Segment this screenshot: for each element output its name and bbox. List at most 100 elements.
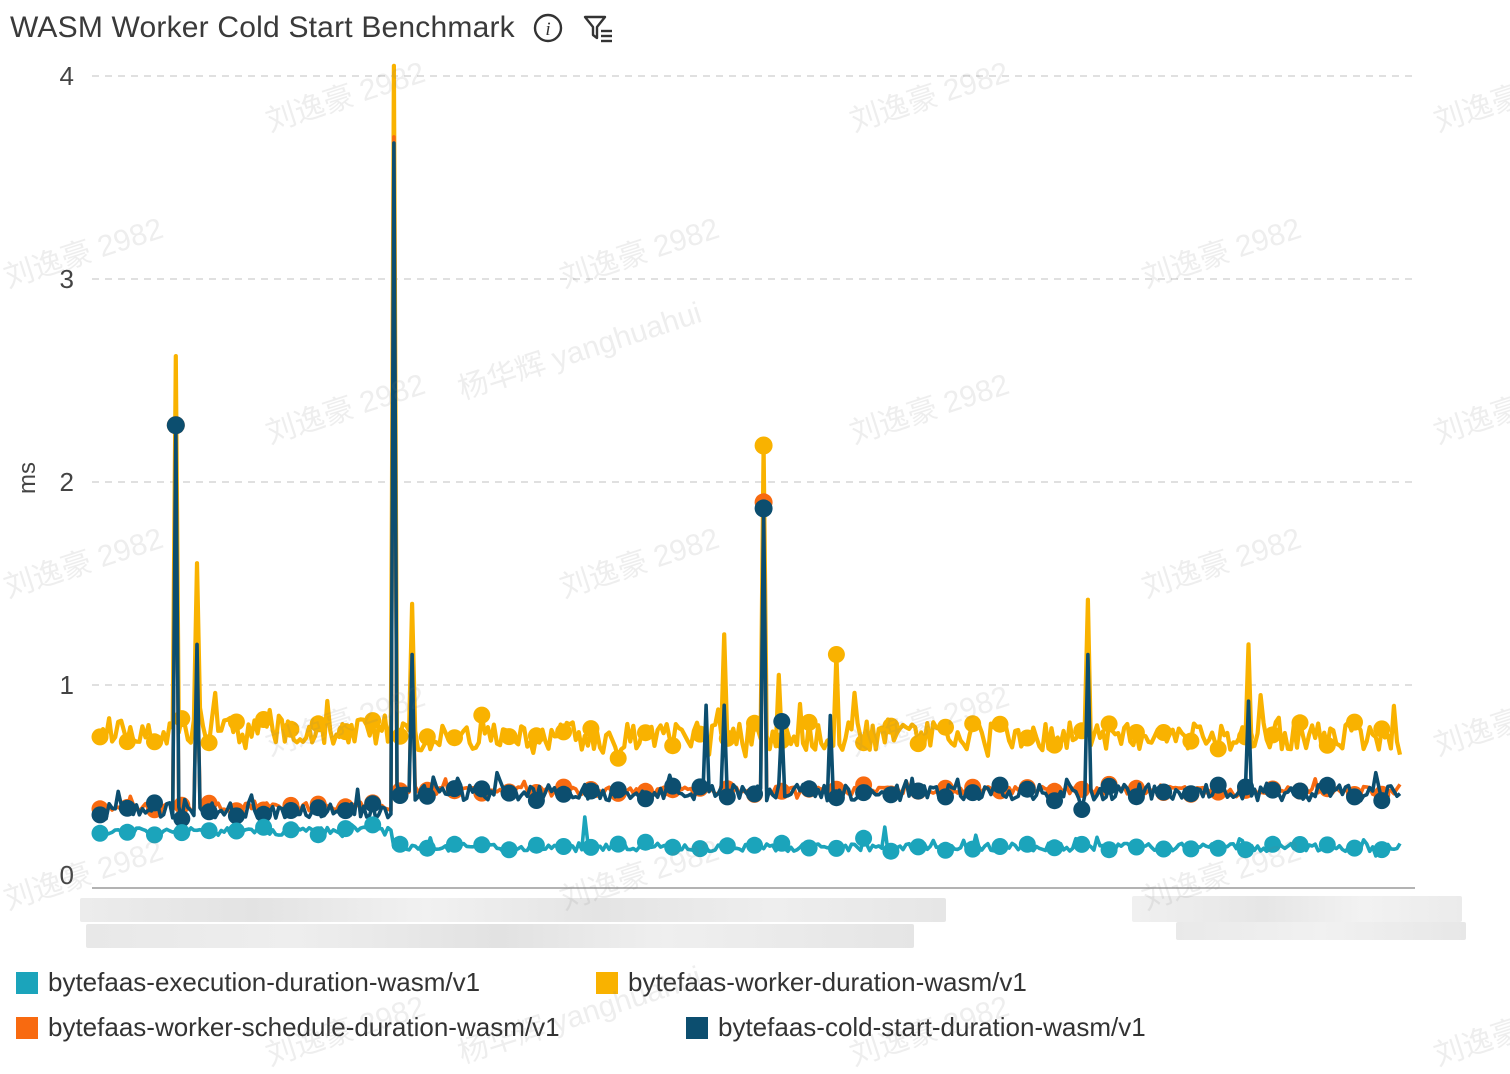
data-point-3[interactable] (691, 778, 709, 796)
data-point-1[interactable] (391, 727, 409, 745)
legend-item-worker-duration[interactable]: bytefaas-worker-duration-wasm/v1 (596, 967, 1027, 998)
data-point-1[interactable] (337, 723, 354, 741)
data-point-3[interactable] (391, 787, 409, 804)
data-point-1[interactable] (637, 724, 654, 742)
data-point-3[interactable] (1346, 788, 1363, 806)
data-point-3[interactable] (855, 784, 873, 802)
data-point-0[interactable] (827, 839, 845, 857)
data-point-3[interactable] (1291, 782, 1309, 800)
data-point-3[interactable] (827, 789, 845, 807)
data-point-3[interactable] (1018, 780, 1036, 798)
data-point-3[interactable] (1264, 781, 1282, 799)
data-point-0[interactable] (882, 842, 900, 860)
data-point-0[interactable] (964, 840, 982, 858)
data-point-1[interactable] (991, 715, 1009, 733)
data-point-3[interactable] (909, 782, 927, 800)
data-point-3[interactable] (1073, 801, 1091, 818)
data-point-0[interactable] (118, 823, 136, 841)
data-point-1[interactable] (827, 646, 845, 663)
data-point-1[interactable] (882, 717, 900, 735)
data-point-0[interactable] (909, 838, 927, 856)
data-point-3[interactable] (166, 416, 185, 435)
data-point-1[interactable] (855, 734, 873, 752)
data-point-1[interactable] (227, 713, 245, 731)
data-point-3[interactable] (527, 792, 545, 809)
data-point-1[interactable] (555, 723, 573, 741)
data-point-3[interactable] (1182, 785, 1200, 803)
data-point-0[interactable] (800, 839, 818, 857)
data-point-3[interactable] (364, 795, 382, 813)
data-point-0[interactable] (91, 824, 109, 842)
data-point-0[interactable] (527, 836, 545, 854)
data-point-0[interactable] (773, 834, 791, 852)
data-point-0[interactable] (200, 822, 218, 840)
data-point-1[interactable] (118, 733, 136, 751)
data-point-1[interactable] (1373, 720, 1391, 738)
data-point-3[interactable] (1100, 777, 1118, 795)
data-point-1[interactable] (446, 729, 463, 747)
data-point-3[interactable] (1209, 776, 1227, 794)
data-point-1[interactable] (964, 715, 982, 733)
data-point-3[interactable] (446, 780, 463, 798)
data-point-1[interactable] (800, 713, 818, 731)
data-point-3[interactable] (1373, 792, 1391, 810)
data-point-0[interactable] (146, 826, 163, 844)
data-point-1[interactable] (527, 727, 545, 745)
data-point-1[interactable] (255, 711, 273, 728)
data-point-0[interactable] (937, 841, 954, 859)
data-point-0[interactable] (227, 822, 245, 840)
data-point-1[interactable] (746, 714, 763, 732)
data-point-0[interactable] (364, 816, 382, 834)
data-point-3[interactable] (337, 802, 354, 820)
data-point-1[interactable] (937, 718, 954, 736)
data-point-0[interactable] (718, 837, 736, 855)
data-point-0[interactable] (337, 820, 354, 838)
data-point-0[interactable] (1373, 841, 1391, 859)
data-point-1[interactable] (1346, 713, 1363, 731)
data-point-0[interactable] (1318, 836, 1336, 854)
series-line-1[interactable] (98, 63, 1403, 761)
data-point-0[interactable] (473, 836, 491, 854)
data-point-3[interactable] (882, 786, 900, 804)
data-point-3[interactable] (1318, 776, 1336, 794)
data-point-0[interactable] (1018, 835, 1036, 853)
data-point-1[interactable] (664, 737, 682, 755)
data-point-0[interactable] (282, 821, 300, 839)
data-point-1[interactable] (609, 749, 627, 767)
chart-svg[interactable]: 0 1 2 3 4 (0, 0, 1510, 960)
data-point-1[interactable] (1018, 729, 1036, 747)
data-point-3[interactable] (1046, 792, 1063, 810)
data-point-1[interactable] (282, 720, 300, 738)
data-point-0[interactable] (1264, 835, 1282, 853)
data-point-3[interactable] (418, 787, 436, 805)
data-point-3[interactable] (282, 802, 300, 819)
data-point-3[interactable] (718, 788, 736, 806)
data-point-1[interactable] (173, 710, 191, 728)
data-point-3[interactable] (473, 780, 491, 798)
data-point-3[interactable] (200, 803, 218, 821)
data-point-1[interactable] (1155, 724, 1173, 741)
data-point-0[interactable] (746, 836, 763, 854)
legend-item-execution-duration[interactable]: bytefaas-execution-duration-wasm/v1 (16, 967, 596, 998)
data-point-0[interactable] (1209, 839, 1227, 857)
data-point-0[interactable] (255, 818, 273, 836)
data-point-3[interactable] (146, 794, 163, 812)
data-point-1[interactable] (1291, 714, 1309, 732)
data-point-1[interactable] (500, 728, 518, 746)
data-point-0[interactable] (1155, 840, 1173, 858)
data-point-3[interactable] (227, 807, 245, 825)
data-point-3[interactable] (1237, 778, 1254, 796)
data-point-1[interactable] (754, 436, 773, 455)
data-point-1[interactable] (1182, 732, 1200, 750)
data-point-1[interactable] (1100, 715, 1118, 733)
data-point-1[interactable] (1264, 726, 1282, 744)
data-point-0[interactable] (391, 835, 409, 853)
data-point-3[interactable] (500, 784, 518, 802)
data-point-0[interactable] (582, 838, 600, 856)
data-point-3[interactable] (255, 805, 273, 823)
data-point-3[interactable] (609, 781, 627, 799)
data-point-1[interactable] (200, 734, 218, 752)
data-point-0[interactable] (1127, 838, 1145, 856)
data-point-0[interactable] (691, 840, 709, 858)
data-point-3[interactable] (991, 776, 1009, 794)
